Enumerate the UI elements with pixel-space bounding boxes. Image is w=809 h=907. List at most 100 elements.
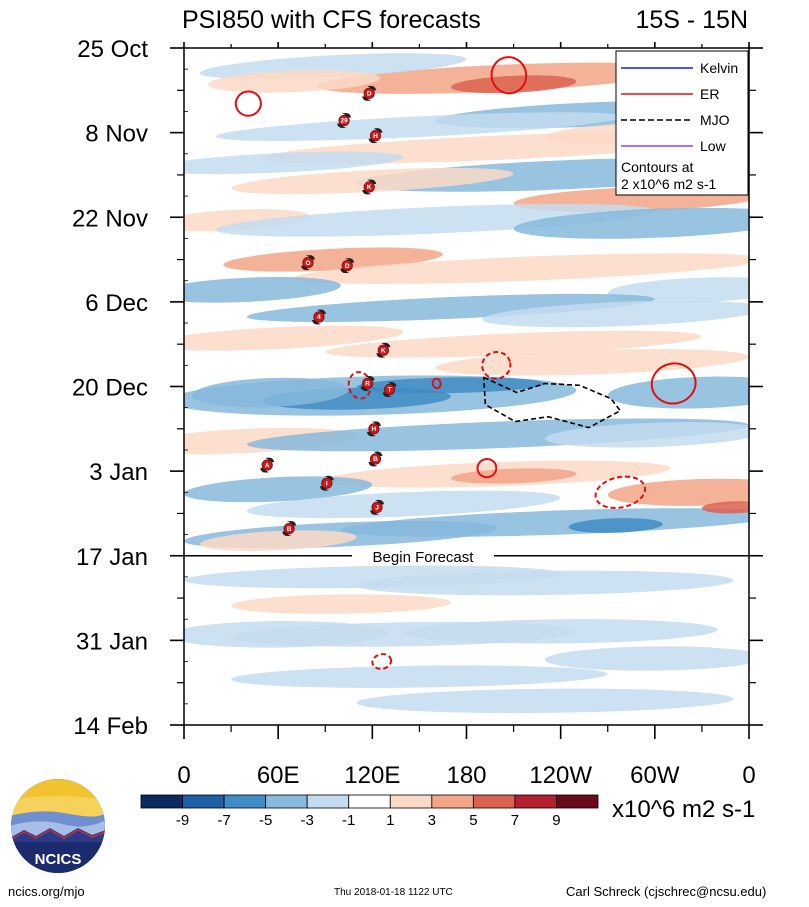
er-contour (594, 475, 647, 509)
storm-core (371, 501, 383, 513)
storm-core (363, 87, 375, 99)
colorbar-swatch (389, 794, 433, 809)
storm-arm (265, 457, 275, 463)
storm-label: H (372, 426, 377, 433)
storm-core (302, 256, 314, 269)
storm-label: 4 (317, 314, 321, 321)
anomaly-band (450, 468, 577, 484)
storm-core (363, 181, 375, 193)
forecast-label-bg (352, 546, 494, 564)
storm-core (283, 522, 295, 535)
y-tick-label: 8 Nov (85, 121, 148, 148)
colorbar-label: 9 (552, 812, 560, 829)
footer-site[interactable]: ncics.org/mjo (8, 884, 85, 899)
x-tick-label: 60E (257, 762, 300, 789)
anomaly-band (215, 112, 624, 141)
storm-marker: K (362, 179, 377, 195)
colorbar-label: 1 (386, 812, 394, 829)
storm-arm (362, 96, 372, 101)
colorbar-label: -5 (259, 812, 272, 829)
storm-marker: 4 (311, 309, 326, 325)
y-tick-label: 17 Jan (76, 544, 148, 571)
storm-label: H (373, 133, 378, 140)
colorbar-swatch (223, 794, 267, 809)
storm-marker: H (366, 421, 381, 437)
storm-label: R (365, 381, 370, 388)
colorbar-units: x10^6 m2 s-1 (612, 796, 755, 823)
colorbar: -9 -7 -5 -3 -1 1 3 5 7 9 (140, 794, 599, 829)
storm-core (369, 453, 382, 465)
storm-marker: 29 (337, 113, 352, 129)
storm-core (338, 114, 350, 127)
x-tick-label: 60W (630, 762, 680, 789)
storm-label: I (326, 480, 328, 487)
anomaly-band (356, 377, 545, 394)
storm-core (261, 459, 273, 471)
storm-marker: B (282, 521, 297, 537)
colorbar-label: -9 (176, 812, 189, 829)
anomaly-band (246, 293, 655, 322)
er-contour (476, 458, 498, 479)
storm-label: K (381, 347, 386, 354)
y-tick-label: 6 Dec (85, 290, 148, 317)
storm-arm (373, 451, 383, 457)
anomaly-band (450, 75, 577, 94)
storm-arm (287, 521, 297, 526)
colorbar-label: 3 (428, 812, 436, 829)
y-tick-label: 20 Dec (72, 375, 148, 402)
legend-box (615, 50, 749, 196)
colorbar-swatch (348, 794, 391, 809)
storm-label: D (345, 263, 350, 270)
legend-note: Contours at (621, 159, 693, 175)
forecast-marker: Begin Forecast (184, 546, 749, 566)
storm-arm (300, 265, 310, 271)
storm-marker: D (340, 258, 355, 274)
legend-note: 2 x10^6 m2 s-1 (621, 176, 716, 192)
storm-arm (360, 386, 370, 391)
anomaly-band (215, 203, 655, 237)
legend-label-mjo: MJO (700, 112, 730, 128)
storm-marker: O (300, 255, 315, 271)
colorbar-label: 7 (511, 812, 519, 829)
storm-arm (305, 255, 315, 260)
forecast-label: Begin Forecast (373, 549, 475, 566)
storm-marker: D (362, 85, 377, 101)
legend-label-low: Low (700, 138, 727, 154)
storm-marker: A (260, 457, 275, 473)
mjo-contour (482, 376, 622, 429)
colorbar-swatch (431, 794, 474, 809)
storm-arm (319, 486, 329, 491)
storm-marker: H (368, 128, 383, 144)
x-tick-label: 0 (177, 762, 190, 789)
storm-label: B (287, 526, 292, 533)
storm-core (313, 311, 325, 323)
storm-label: A (265, 462, 270, 469)
storm-arm (381, 342, 391, 348)
storm-arm (368, 462, 378, 467)
anomaly-band (184, 276, 341, 303)
colorbar-label: -1 (342, 812, 355, 829)
axis-ticks (170, 42, 763, 739)
y-axis-labels: 25 Oct 8 Nov 22 Nov 6 Dec 20 Dec 3 Jan 17 Jan 3… (72, 36, 148, 740)
storm-arm (387, 382, 397, 387)
storm-marker: I (319, 475, 334, 491)
storm-label: 29 (340, 118, 348, 125)
ncics-logo: NCICS (11, 779, 105, 873)
storm-core (368, 423, 380, 435)
y-tick-label: 31 Jan (76, 628, 148, 655)
anomaly-band (184, 325, 404, 351)
x-tick-label: 0 (742, 762, 755, 789)
storm-label: J (375, 505, 379, 512)
storm-arm (366, 431, 376, 437)
anomaly-band (435, 349, 749, 376)
storm-marker: B (368, 451, 383, 467)
colorbar-label: 5 (469, 812, 477, 829)
er-contour (650, 362, 697, 405)
colorbar-swatch (140, 794, 183, 809)
er-contour (234, 90, 262, 117)
storm-marker: R (360, 375, 375, 391)
storm-label: O (305, 260, 310, 267)
x-tick-label: 180 (446, 762, 486, 789)
storm-arm (368, 138, 378, 144)
anomaly-band (545, 422, 749, 448)
